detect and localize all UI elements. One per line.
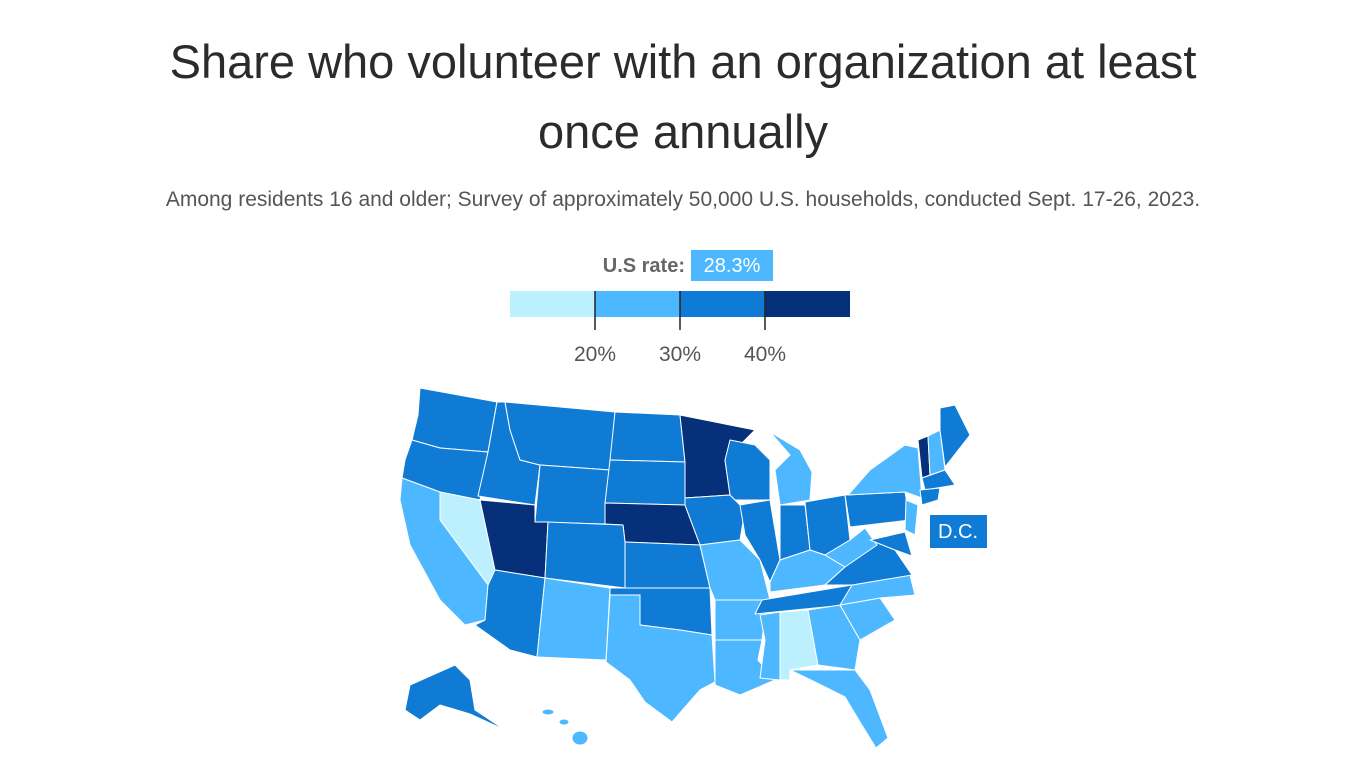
state (847, 444, 923, 499)
state (605, 594, 716, 723)
state (536, 577, 611, 661)
subtitle: Among residents 16 and older; Survey of … (166, 188, 1200, 211)
state (759, 611, 781, 681)
title-line: once annually (538, 105, 829, 158)
legend-swatch (595, 291, 680, 317)
state (558, 718, 570, 726)
state (939, 404, 971, 468)
legend-tick-label: 20% (574, 343, 616, 366)
state (869, 531, 913, 557)
title-line: Share who volunteer with an organization… (170, 35, 1197, 88)
legend: 20% 30% 40% (510, 291, 850, 366)
state (609, 411, 686, 463)
state (399, 477, 489, 626)
state (624, 541, 711, 589)
state (769, 431, 813, 506)
state (824, 527, 878, 568)
state (571, 730, 589, 746)
dc-label: D.C. (938, 521, 978, 543)
state (904, 499, 919, 536)
legend-swatch (510, 291, 595, 317)
state (404, 664, 506, 731)
legend-tick-label: 30% (659, 343, 701, 366)
us-rate-label: U.S rate: (603, 255, 685, 277)
dc-box (930, 515, 987, 548)
legend-tick-label: 40% (744, 343, 786, 366)
state (789, 669, 889, 749)
state (504, 401, 616, 471)
legend-swatch (765, 291, 850, 317)
legend-swatch (680, 291, 765, 317)
state (604, 459, 686, 506)
state (534, 464, 611, 525)
us-map (399, 387, 971, 749)
state (724, 439, 771, 501)
state (544, 521, 626, 589)
state (921, 469, 956, 491)
us-rate-box (691, 250, 773, 281)
us-rate-value: 28.3% (704, 255, 761, 277)
state (807, 604, 861, 671)
state (541, 708, 555, 716)
state (411, 387, 498, 453)
state (844, 491, 911, 528)
state (919, 487, 941, 506)
